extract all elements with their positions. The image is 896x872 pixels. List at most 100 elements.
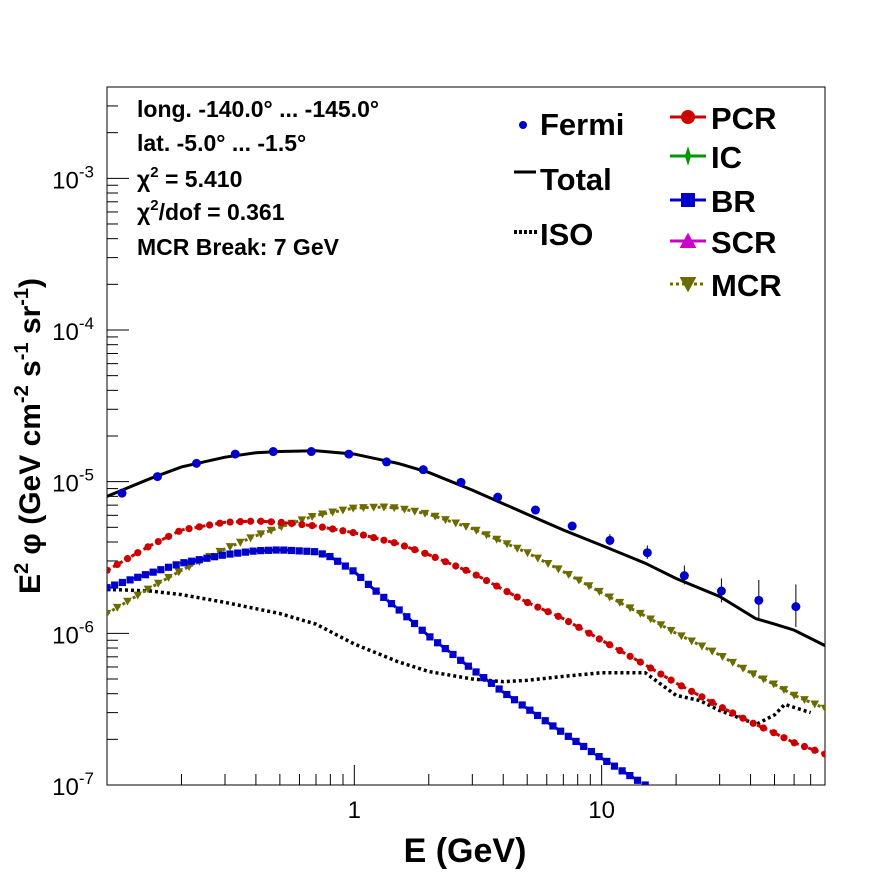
data-point: [341, 562, 349, 570]
data-point: [369, 503, 379, 512]
data-point: [495, 685, 503, 693]
data-point: [185, 525, 193, 533]
data-point: [349, 529, 357, 537]
data-point: [379, 503, 389, 512]
data-point: [534, 603, 542, 611]
data-point: [667, 676, 675, 684]
legend-entry-ic: IC: [670, 140, 742, 175]
legend-label: Total: [540, 162, 612, 197]
data-point: [113, 560, 121, 569]
data-point: [800, 696, 809, 705]
data-point: [418, 465, 428, 475]
data-point: [574, 576, 584, 585]
y-axis-title: E2 φ (GeV cm-2 s-1 sr-1): [11, 278, 47, 594]
legend-label: PCR: [711, 101, 776, 136]
data-point: [641, 781, 649, 785]
data-point: [580, 742, 588, 751]
data-point: [164, 574, 173, 582]
data-point: [610, 762, 619, 770]
x-axis-title: E (GeV): [404, 832, 527, 870]
data-point: [107, 566, 111, 574]
legend-entry-mcr: MCR: [670, 268, 782, 303]
data-point: [646, 615, 655, 624]
data-point: [541, 717, 549, 725]
data-point: [380, 536, 388, 544]
data-point: [431, 553, 439, 561]
x-tick-label: 10: [588, 797, 615, 824]
data-point: [133, 591, 143, 600]
series-line: [107, 449, 825, 647]
data-point: [349, 567, 357, 575]
data-point: [234, 549, 242, 557]
data-point: [230, 449, 240, 459]
data-point: [152, 472, 162, 482]
data-point: [364, 580, 373, 588]
data-point: [441, 645, 449, 653]
data-point: [403, 613, 411, 621]
data-point: [226, 518, 234, 526]
data-point: [697, 642, 707, 651]
data-point: [118, 578, 126, 587]
data-point: [575, 623, 583, 631]
data-point: [462, 566, 470, 574]
data-point: [143, 585, 153, 594]
legend-entry-br: BR: [670, 184, 756, 219]
data-point: [554, 612, 562, 620]
data-point: [472, 571, 480, 579]
data-point: [410, 507, 420, 516]
data-point: [480, 674, 488, 682]
data-point: [123, 597, 132, 606]
data-point: [257, 547, 265, 555]
data-point: [493, 492, 503, 502]
series-total: [107, 449, 825, 647]
data-point: [684, 146, 692, 166]
series-pcr: [107, 517, 825, 758]
data-point: [117, 488, 127, 498]
data-point: [828, 646, 837, 655]
legend-label: MCR: [711, 268, 782, 303]
data-point: [748, 670, 758, 679]
data-point: [482, 576, 491, 585]
data-point: [348, 504, 358, 513]
data-point: [633, 776, 642, 784]
data-point: [157, 566, 165, 574]
data-point: [553, 565, 563, 574]
data-point: [493, 582, 501, 590]
data-point: [187, 557, 196, 565]
data-point: [572, 737, 580, 746]
legend-label: ISO: [540, 217, 593, 252]
data-point: [449, 650, 457, 659]
data-point: [533, 554, 543, 563]
data-point: [677, 682, 686, 690]
data-point: [216, 519, 224, 527]
legend-entry-pcr: PCR: [670, 101, 776, 136]
data-point: [557, 727, 565, 735]
data-point: [451, 519, 461, 528]
data-point: [430, 512, 440, 521]
data-point: [595, 587, 604, 596]
data-point: [410, 619, 419, 628]
data-point: [107, 609, 112, 618]
data-point: [666, 626, 676, 635]
data-point: [288, 519, 296, 528]
series-br: [107, 546, 649, 785]
data-point: [203, 554, 211, 562]
data-point: [636, 609, 645, 618]
data-point: [625, 604, 635, 613]
data-point: [492, 535, 502, 544]
data-point: [811, 746, 819, 754]
data-point: [779, 686, 789, 695]
data-point: [180, 559, 188, 567]
data-point: [770, 729, 778, 737]
info-chi2-dof: χ2/dof = 0.361: [137, 197, 285, 225]
data-point: [141, 571, 150, 579]
data-point: [246, 534, 255, 543]
data-point: [716, 586, 726, 596]
legend-label: BR: [711, 184, 756, 219]
data-point: [464, 662, 472, 670]
data-point: [126, 576, 134, 584]
data-point: [605, 535, 615, 545]
series-fermi: [117, 447, 837, 655]
data-point: [266, 526, 276, 535]
series-mcr: [107, 503, 825, 713]
